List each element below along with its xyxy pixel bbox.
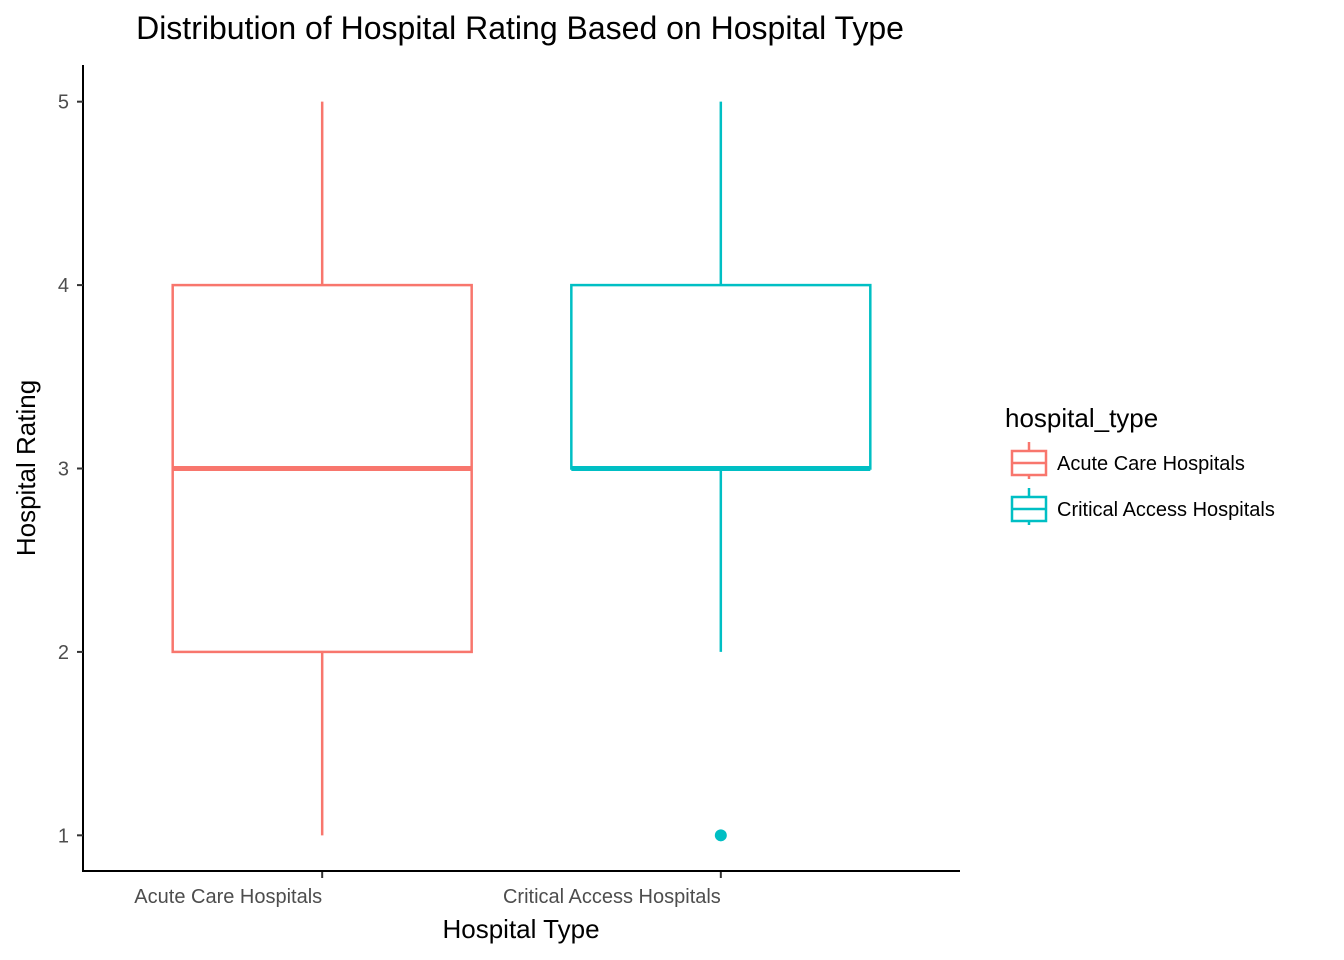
y-tick-label: 3 [58,459,69,481]
y-axis-title: Hospital Rating [11,380,41,556]
y-tick-label: 4 [58,275,69,297]
x-tick-label: Acute Care Hospitals [134,886,322,908]
legend-entry: Critical Access Hospitals [1010,488,1275,525]
legend-label: Critical Access Hospitals [1057,499,1275,521]
legend-label: Acute Care Hospitals [1057,453,1245,475]
y-tick-label: 1 [58,825,69,847]
outlier-point [714,829,727,842]
x-tick-label: Critical Access Hospitals [503,886,721,908]
legend-title: hospital_type [1005,403,1158,433]
boxplot-acute-care [171,101,473,836]
legend: hospital_type Acute Care Hospitals Critic… [1005,403,1275,525]
chart-title: Distribution of Hospital Rating Based on… [136,10,904,46]
x-axis-title: Hospital Type [442,914,599,944]
y-axis-ticks: 1 2 3 4 5 [58,92,83,847]
boxplot-critical-access [570,101,872,842]
legend-entry: Acute Care Hospitals [1010,442,1245,479]
x-axis-ticks: Acute Care Hospitals Critical Access Hosp… [134,872,722,908]
y-tick-label: 5 [58,92,69,114]
legend-entries: Acute Care Hospitals Critical Access Hosp… [1010,442,1275,525]
plot-area [171,101,872,842]
box-iqr [570,283,872,470]
y-tick-label: 2 [58,642,69,664]
